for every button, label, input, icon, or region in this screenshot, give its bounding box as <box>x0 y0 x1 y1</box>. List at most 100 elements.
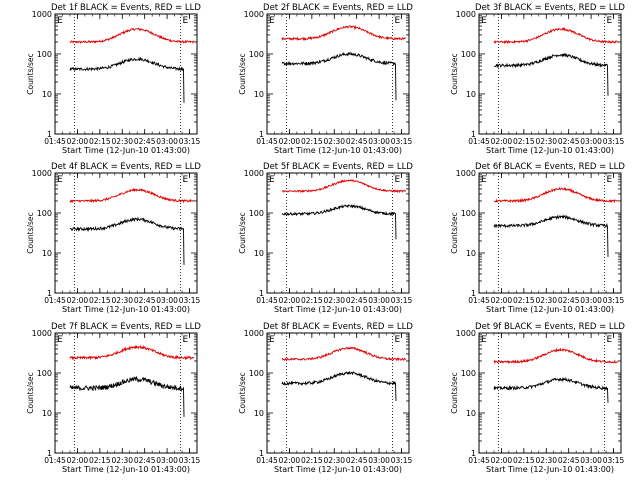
y-tick-label: 1000 <box>456 10 476 19</box>
x-tick-label: 03:00 <box>368 137 390 146</box>
panel-title: Det 4f BLACK = Events, RED = LLD <box>51 162 201 172</box>
panel-9: Det 9f BLACK = Events, RED = LLD 1 10 100 10… <box>450 322 625 474</box>
x-tick-label: 02:15 <box>513 456 535 465</box>
marker-e-right: E <box>607 16 613 26</box>
x-tick-label: 03:00 <box>156 296 178 305</box>
panel-title: Det 9f BLACK = Events, RED = LLD <box>475 322 625 332</box>
x-tick-label: 03:15 <box>179 137 201 146</box>
x-tick-label: 02:30 <box>111 296 133 305</box>
x-tick-label: 03:15 <box>391 456 413 465</box>
marker-e-left: E <box>57 16 63 26</box>
y-tick-label: 10 <box>254 409 264 418</box>
x-tick-label: 02:45 <box>558 137 580 146</box>
panel-title: Det 3f BLACK = Events, RED = LLD <box>475 3 625 13</box>
x-tick-label: 02:00 <box>279 456 301 465</box>
series-events-line <box>69 375 185 417</box>
y-tick-label: 1 <box>47 130 52 139</box>
marker-e-left: E <box>481 175 487 185</box>
x-tick-label: 03:00 <box>156 137 178 146</box>
x-tick-label: 02:00 <box>67 137 89 146</box>
x-tick-label: 01:45 <box>256 456 278 465</box>
x-tick-label: 02:45 <box>558 456 580 465</box>
y-tick-label: 100 <box>249 209 264 218</box>
x-tick-label: 02:30 <box>111 456 133 465</box>
x-axis-label: Start Time (12-Jun-10 01:43:00) <box>486 305 614 314</box>
x-tick-label: 02:15 <box>301 456 323 465</box>
x-tick-label: 01:45 <box>44 137 66 146</box>
plot-frame <box>266 332 410 454</box>
series-lld-line <box>69 187 195 204</box>
x-axis-label: Start Time (12-Jun-10 01:43:00) <box>62 465 190 474</box>
x-axis-label: Start Time (12-Jun-10 01:43:00) <box>486 146 614 155</box>
plot-frame <box>54 332 198 454</box>
x-tick-label: 02:45 <box>134 456 156 465</box>
panel-title: Det 6f BLACK = Events, RED = LLD <box>475 162 625 172</box>
x-axis-label: Start Time (12-Jun-10 01:43:00) <box>486 465 614 474</box>
series-lld-line <box>69 344 195 361</box>
marker-e-right: E <box>395 16 401 26</box>
series-events-line <box>69 56 185 103</box>
panel-3: Det 3f BLACK = Events, RED = LLD 1 10 100 10… <box>450 3 625 155</box>
series-lld-line <box>493 347 619 365</box>
y-tick-label: 1000 <box>32 329 52 338</box>
y-tick-label: 1 <box>259 130 264 139</box>
x-tick-label: 01:45 <box>468 296 490 305</box>
x-tick-label: 03:00 <box>580 456 602 465</box>
x-tick-label: 03:00 <box>580 137 602 146</box>
y-axis-label: Counts/sec <box>26 372 35 413</box>
series-lld-line <box>493 27 619 45</box>
series-events-line <box>69 216 185 266</box>
y-tick-label: 10 <box>42 409 52 418</box>
x-tick-label: 03:00 <box>580 296 602 305</box>
y-tick-label: 10 <box>42 90 52 99</box>
marker-e-right: E <box>395 335 401 345</box>
x-tick-label: 03:00 <box>368 456 390 465</box>
marker-e-left: E <box>57 335 63 345</box>
x-tick-label: 02:30 <box>323 137 345 146</box>
panel-8: Det 8f BLACK = Events, RED = LLD 1 10 100 10… <box>238 322 413 474</box>
y-tick-label: 1000 <box>456 329 476 338</box>
x-tick-label: 02:00 <box>491 137 513 146</box>
panel-title: Det 2f BLACK = Events, RED = LLD <box>263 3 413 13</box>
plot-frame <box>478 332 622 454</box>
x-tick-label: 02:15 <box>89 296 111 305</box>
series-events-line <box>281 370 397 402</box>
y-tick-label: 100 <box>37 209 52 218</box>
y-tick-label: 10 <box>466 249 476 258</box>
y-axis-label: Counts/sec <box>238 53 247 94</box>
y-axis-label: Counts/sec <box>238 372 247 413</box>
x-tick-label: 02:00 <box>279 296 301 305</box>
x-tick-label: 03:15 <box>603 137 625 146</box>
y-tick-label: 1 <box>259 449 264 458</box>
marker-e-left: E <box>481 16 487 26</box>
x-tick-label: 01:45 <box>256 296 278 305</box>
x-tick-label: 02:15 <box>513 137 535 146</box>
x-tick-label: 02:45 <box>134 137 156 146</box>
series-events-line <box>281 204 397 240</box>
x-tick-label: 03:15 <box>179 296 201 305</box>
x-tick-label: 02:30 <box>323 456 345 465</box>
x-tick-label: 03:15 <box>603 456 625 465</box>
x-axis-label: Start Time (12-Jun-10 01:43:00) <box>62 146 190 155</box>
x-tick-label: 02:15 <box>513 296 535 305</box>
panel-title: Det 5f BLACK = Events, RED = LLD <box>263 162 413 172</box>
marker-e-left: E <box>57 175 63 185</box>
x-tick-label: 02:45 <box>346 296 368 305</box>
y-tick-label: 100 <box>249 50 264 59</box>
panel-6: Det 6f BLACK = Events, RED = LLD 1 10 100 10… <box>450 162 625 314</box>
y-tick-label: 100 <box>461 369 476 378</box>
y-tick-label: 1 <box>47 289 52 298</box>
x-tick-label: 03:00 <box>156 456 178 465</box>
x-tick-label: 01:45 <box>256 137 278 146</box>
plot-frame <box>54 172 198 294</box>
x-tick-label: 02:15 <box>301 137 323 146</box>
x-tick-label: 02:15 <box>89 137 111 146</box>
x-tick-label: 02:00 <box>67 296 89 305</box>
marker-e-left: E <box>269 175 275 185</box>
marker-e-left: E <box>269 335 275 345</box>
y-axis-label: Counts/sec <box>450 212 459 253</box>
series-events-line <box>493 376 609 403</box>
marker-e-right: E <box>607 175 613 185</box>
x-axis-label: Start Time (12-Jun-10 01:43:00) <box>62 305 190 314</box>
